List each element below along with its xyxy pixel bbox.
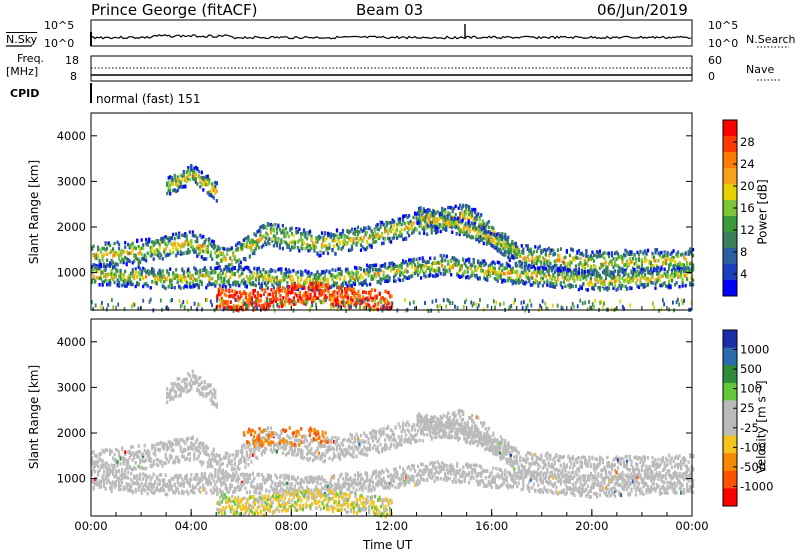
x-tick-label: 16:00 [475, 519, 508, 533]
velocity-ylabel: Slant Range [km] [27, 364, 42, 470]
y-tick-label: 4000 [57, 335, 86, 349]
station-title: Prince George (fitACF) [91, 1, 258, 19]
cpid-label: CPID [10, 87, 40, 100]
colorbar-swatch [723, 400, 737, 419]
colorbar-swatch [723, 453, 737, 472]
x-axis-label: Time UT [363, 538, 413, 552]
colorbar-swatch [723, 184, 737, 201]
noise-left-tick-bottom: 10^0 [44, 37, 75, 50]
colorbar-swatch [723, 248, 737, 265]
noise-right-tick-top: 10^5 [708, 19, 739, 32]
colorbar-tick-label: 24 [740, 157, 755, 171]
freq-panel [90, 55, 693, 82]
power-panel: 4000 3000 2000 1000 [57, 112, 695, 314]
colorbar-tick-label: 500 [740, 362, 762, 376]
x-tick-label: 00:00 [675, 519, 708, 533]
colorbar-swatch [723, 264, 737, 281]
colorbar-swatch [723, 365, 737, 384]
velocity-colorbar: 1000 500 100 25 -25 -100 -500 -1000 [722, 329, 773, 507]
velocity-panel: 4000 3000 2000 1000 00:00 04:00 08:00 12:00 16:… [57, 318, 709, 533]
freq-tick-top: 18 [65, 54, 79, 67]
colorbar-tick-label: 4 [740, 267, 747, 281]
colorbar-swatch [723, 470, 737, 489]
colorbar-swatch [723, 200, 737, 217]
cpid-text: normal (fast) 151 [96, 92, 201, 106]
x-tick-label: 20:00 [575, 519, 608, 533]
x-tick-label: 00:00 [74, 519, 107, 533]
colorbar-tick-label: 16 [740, 201, 755, 215]
colorbar-swatch [723, 435, 737, 454]
velocity-colorbar-label: Velocity [m s⁻¹] [754, 380, 769, 474]
x-tick-label: 08:00 [275, 519, 308, 533]
colorbar-tick-label: -500 [740, 460, 766, 474]
colorbar-tick-label: 8 [740, 245, 747, 259]
y-tick-label: 3000 [57, 174, 86, 188]
nave-label: Nave [746, 63, 775, 76]
date-title: 06/Jun/2019 [597, 1, 688, 19]
noise-right-tick-bottom: 10^0 [708, 37, 739, 50]
freq-label: Freq. [17, 52, 45, 65]
colorbar-swatch [723, 347, 737, 366]
freq-tick-bottom: 8 [70, 70, 77, 83]
y-tick-label: 4000 [57, 129, 86, 143]
beam-title: Beam 03 [356, 1, 424, 19]
y-tick-label: 3000 [57, 380, 86, 394]
colorbar-tick-label: 25 [740, 401, 755, 415]
y-tick-label: 2000 [57, 426, 86, 440]
colorbar-tick-label: 1000 [740, 343, 769, 357]
colorbar-swatch [723, 280, 737, 297]
power-ylabel: Slant Range [km] [27, 159, 42, 265]
colorbar-swatch [723, 488, 737, 507]
colorbar-tick-label: -100 [740, 440, 766, 454]
power-colorbar-label: Power [dB] [755, 179, 770, 245]
colorbar-swatch [723, 418, 737, 437]
colorbar-swatch [723, 168, 737, 185]
colorbar-tick-label: 100 [740, 382, 762, 396]
y-tick-label: 1000 [57, 472, 86, 486]
nsky-label: N.Sky [6, 33, 38, 46]
colorbar-swatch [723, 232, 737, 249]
x-tick-label: 04:00 [175, 519, 208, 533]
y-tick-label: 2000 [57, 220, 86, 234]
colorbar-tick-label: 20 [740, 179, 755, 193]
colorbar-swatch [723, 120, 737, 137]
colorbar-swatch [723, 382, 737, 401]
nave-tick-top: 60 [708, 54, 722, 67]
y-tick-label: 1000 [57, 266, 86, 280]
colorbar-tick-label: -25 [740, 421, 759, 435]
colorbar-swatch [723, 330, 737, 349]
colorbar-tick-label: 28 [740, 135, 755, 149]
nsearch-label: N.Search [746, 33, 796, 46]
freq-unit-label: [MHz] [6, 65, 39, 78]
colorbar-swatch [723, 152, 737, 169]
x-tick-label: 12:00 [375, 519, 408, 533]
colorbar-tick-label: 12 [740, 223, 755, 237]
noise-left-tick-top: 10^5 [44, 19, 75, 32]
noise-panel [90, 19, 693, 47]
colorbar-tick-label: -1000 [740, 479, 773, 493]
power-colorbar: 28 24 20 16 12 8 4 [722, 119, 755, 297]
nave-tick-bottom: 0 [708, 70, 715, 83]
colorbar-swatch [723, 136, 737, 153]
colorbar-swatch [723, 216, 737, 233]
